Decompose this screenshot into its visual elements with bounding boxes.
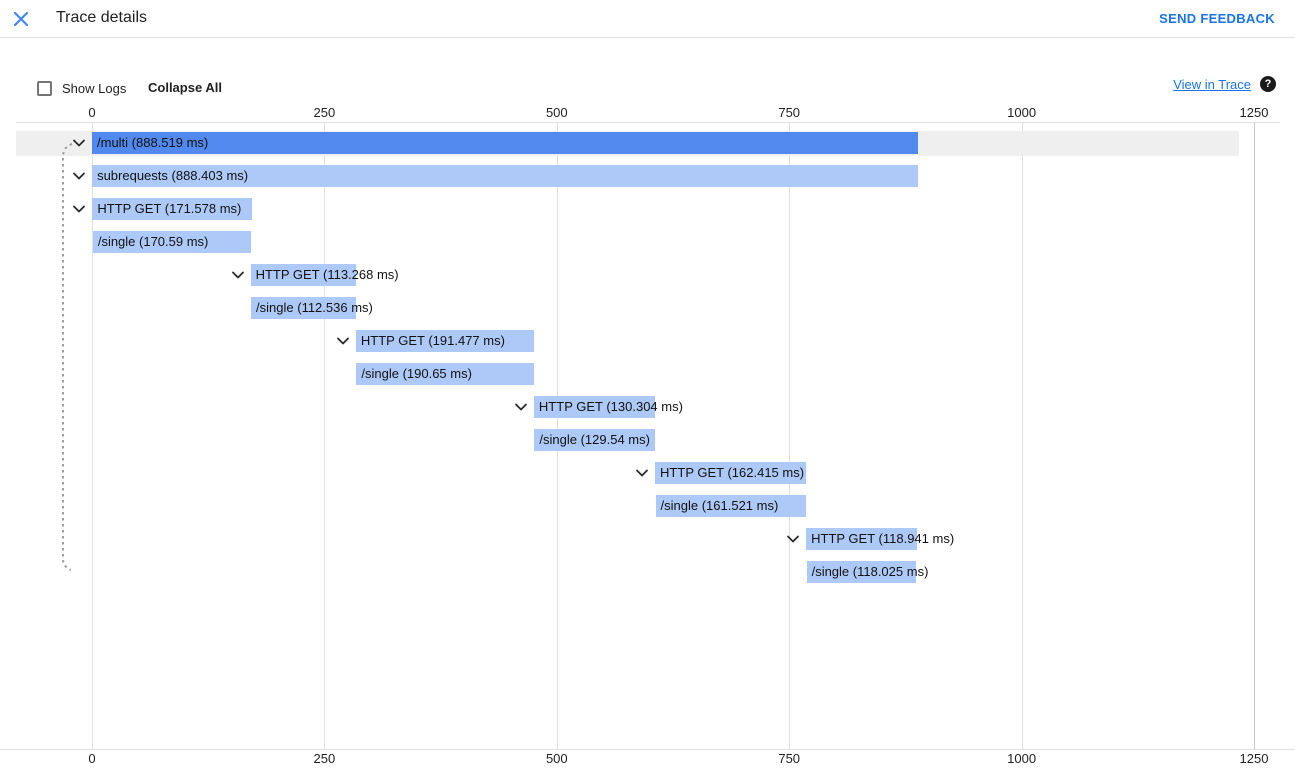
trace-span-bar[interactable]	[92, 165, 918, 187]
view-in-trace-link[interactable]: View in Trace	[1173, 77, 1251, 92]
trace-span-bar[interactable]	[806, 561, 917, 583]
axis-tick-label: 500	[545, 751, 568, 766]
trace-span-bar[interactable]	[534, 429, 655, 451]
axis-tick-label: 1250	[1239, 751, 1269, 766]
trace-span-bar[interactable]	[655, 495, 806, 517]
header-bar: Trace details SEND FEEDBACK	[0, 0, 1295, 38]
send-feedback-button[interactable]: SEND FEEDBACK	[1159, 11, 1275, 26]
axis-tick-label: 0	[88, 751, 96, 766]
axis-tick-label: 1000	[1007, 751, 1037, 766]
timeline-axis-bottom: 0 250 500 750 1000 1250	[0, 751, 1295, 767]
chart-bottom-border	[0, 749, 1295, 750]
show-logs-label: Show Logs	[62, 81, 127, 96]
gridline	[789, 123, 791, 749]
page-title: Trace details	[56, 9, 147, 26]
chevron-down-icon[interactable]	[230, 267, 246, 283]
timeline-axis-top: 0 250 500 750 1000 1250	[0, 105, 1295, 121]
trace-end-gridline	[1254, 123, 1255, 749]
axis-tick-label: 1250	[1239, 105, 1269, 120]
trace-span-bar[interactable]	[355, 330, 534, 352]
axis-tick-label: 250	[313, 105, 336, 120]
close-icon[interactable]	[11, 9, 31, 29]
trace-span-bar[interactable]	[92, 231, 252, 253]
trace-span-bar[interactable]	[533, 396, 656, 418]
collapse-all-button[interactable]: Collapse All	[148, 80, 222, 95]
chevron-down-icon[interactable]	[71, 135, 87, 151]
trace-span-bar[interactable]	[92, 198, 252, 220]
trace-waterfall-chart: /multi (888.519 ms) subrequests (888.403 …	[16, 122, 1280, 749]
axis-tick-label: 250	[313, 751, 336, 766]
trace-span-bar[interactable]	[655, 462, 807, 484]
chevron-down-icon[interactable]	[335, 333, 351, 349]
trace-span-bar[interactable]	[250, 264, 356, 286]
chevron-down-icon[interactable]	[71, 168, 87, 184]
help-icon[interactable]: ?	[1260, 76, 1276, 92]
trace-span-bar[interactable]	[92, 132, 918, 154]
axis-tick-label: 0	[88, 105, 96, 120]
chevron-down-icon[interactable]	[785, 531, 801, 547]
chevron-down-icon[interactable]	[513, 399, 529, 415]
axis-tick-label: 500	[545, 105, 568, 120]
gridline	[1021, 123, 1023, 749]
axis-tick-label: 750	[778, 105, 801, 120]
chevron-down-icon[interactable]	[71, 201, 87, 217]
chevron-down-icon[interactable]	[634, 465, 650, 481]
trace-span-bar[interactable]	[251, 297, 356, 319]
trace-span-bar[interactable]	[806, 528, 917, 550]
gridline	[92, 123, 93, 749]
trace-span-bar[interactable]	[356, 363, 534, 385]
axis-tick-label: 1000	[1007, 105, 1037, 120]
show-logs-checkbox[interactable]	[37, 81, 52, 96]
gridline	[324, 123, 326, 749]
axis-tick-label: 750	[778, 751, 801, 766]
